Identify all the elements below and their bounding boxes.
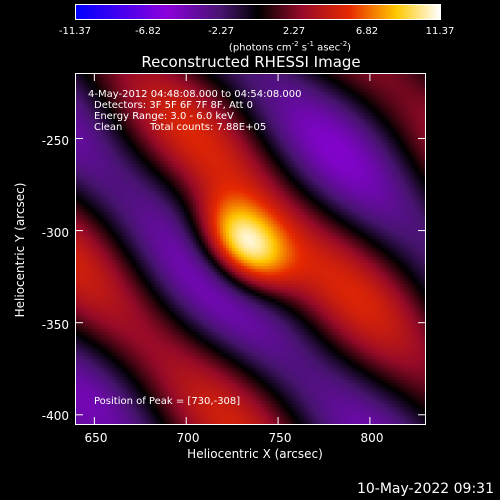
colorbar-tick: -11.37: [58, 26, 92, 37]
timestamp: 10-May-2022 09:31: [356, 481, 494, 497]
y-tick-label: -350: [41, 318, 69, 332]
annotation-energy: Energy Range: 3.0 - 6.0 keV: [94, 111, 234, 122]
y-tick-label: -400: [41, 409, 69, 423]
x-tick-label: 650: [84, 431, 108, 445]
axis-ticks: [76, 74, 425, 424]
y-tick-label: -250: [41, 134, 69, 148]
annotation-peak-position: Position of Peak = [730,-308]: [94, 396, 241, 407]
colorbar-tick: -2.27: [208, 26, 234, 37]
heatmap-image: [76, 74, 425, 424]
plot-area: 4-May-2012 04:48:08.000 to 04:54:08.000 …: [75, 73, 426, 425]
chart-title: Reconstructed RHESSI Image: [141, 53, 361, 71]
x-tick-label: 800: [360, 431, 384, 445]
colorbar-tick: 2.27: [282, 26, 306, 37]
annotation-clean: Clean: [94, 122, 123, 133]
colorbar-tick: 11.37: [425, 26, 455, 37]
x-tick-label: 700: [176, 431, 200, 445]
colorbar-tick: 6.82: [355, 26, 379, 37]
y-tick-label: -300: [41, 226, 69, 240]
annotation-total-counts: Total counts: 7.88E+05: [150, 122, 267, 133]
colorbar-tick: -6.82: [135, 26, 161, 37]
y-axis-label: Heliocentric Y (arcsec): [13, 182, 27, 318]
x-axis-label: Heliocentric X (arcsec): [187, 447, 323, 461]
colorbar: [75, 4, 441, 20]
colorbar-units: (photons cm-2 s-1 asec-2): [228, 40, 352, 54]
annotation-detectors: Detectors: 3F 5F 6F 7F 8F, Att 0: [94, 100, 254, 111]
annotation-time-range: 4-May-2012 04:48:08.000 to 04:54:08.000: [88, 89, 302, 100]
x-tick-label: 750: [268, 431, 292, 445]
